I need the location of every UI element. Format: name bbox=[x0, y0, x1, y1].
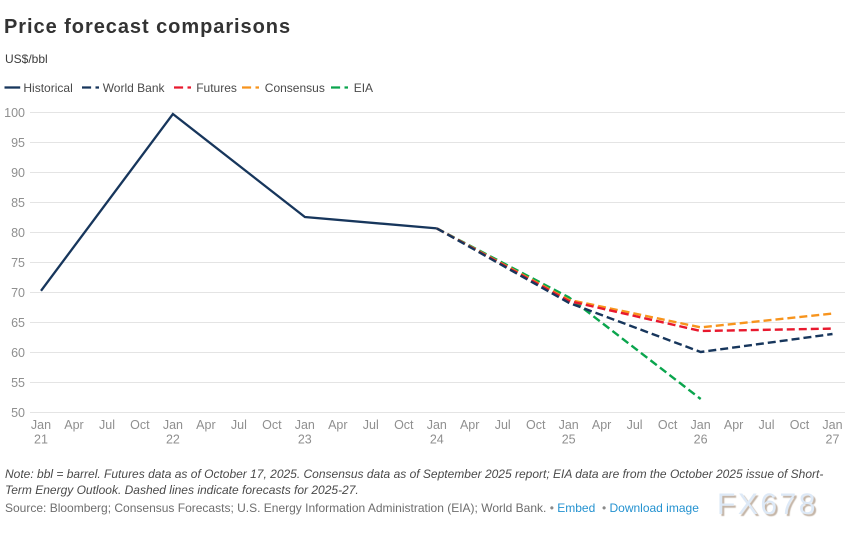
svg-text:Jul: Jul bbox=[627, 418, 643, 432]
svg-text:Jul: Jul bbox=[363, 418, 379, 432]
svg-text:22: 22 bbox=[166, 433, 180, 447]
svg-text:Apr: Apr bbox=[724, 418, 743, 432]
svg-text:Jan: Jan bbox=[691, 418, 711, 432]
svg-text:Jan: Jan bbox=[427, 418, 447, 432]
svg-text:85: 85 bbox=[11, 196, 25, 210]
svg-text:Apr: Apr bbox=[196, 418, 215, 432]
svg-text:Apr: Apr bbox=[460, 418, 479, 432]
svg-text:Jan: Jan bbox=[559, 418, 579, 432]
svg-text:Oct: Oct bbox=[262, 418, 282, 432]
svg-text:75: 75 bbox=[11, 256, 25, 270]
svg-text:Apr: Apr bbox=[64, 418, 83, 432]
svg-text:23: 23 bbox=[298, 433, 312, 447]
svg-text:26: 26 bbox=[694, 433, 708, 447]
svg-text:Jul: Jul bbox=[495, 418, 511, 432]
svg-text:100: 100 bbox=[4, 106, 25, 120]
svg-text:80: 80 bbox=[11, 226, 25, 240]
svg-text:Oct: Oct bbox=[658, 418, 678, 432]
svg-text:95: 95 bbox=[11, 136, 25, 150]
svg-text:65: 65 bbox=[11, 316, 25, 330]
svg-text:60: 60 bbox=[11, 346, 25, 360]
svg-text:Apr: Apr bbox=[328, 418, 347, 432]
svg-text:Oct: Oct bbox=[130, 418, 150, 432]
svg-text:Jan: Jan bbox=[295, 418, 315, 432]
svg-text:Jul: Jul bbox=[231, 418, 247, 432]
svg-text:Apr: Apr bbox=[592, 418, 611, 432]
svg-text:27: 27 bbox=[826, 433, 840, 447]
svg-text:24: 24 bbox=[430, 433, 444, 447]
svg-text:55: 55 bbox=[11, 376, 25, 390]
svg-text:90: 90 bbox=[11, 166, 25, 180]
svg-text:70: 70 bbox=[11, 286, 25, 300]
svg-text:Jul: Jul bbox=[759, 418, 775, 432]
svg-text:Oct: Oct bbox=[394, 418, 414, 432]
svg-text:Oct: Oct bbox=[526, 418, 546, 432]
svg-text:50: 50 bbox=[11, 406, 25, 420]
svg-text:25: 25 bbox=[562, 433, 576, 447]
svg-text:Oct: Oct bbox=[790, 418, 810, 432]
svg-text:Jul: Jul bbox=[99, 418, 115, 432]
svg-text:Jan: Jan bbox=[822, 418, 842, 432]
svg-text:Jan: Jan bbox=[31, 418, 51, 432]
svg-text:Jan: Jan bbox=[163, 418, 183, 432]
svg-text:21: 21 bbox=[34, 433, 48, 447]
